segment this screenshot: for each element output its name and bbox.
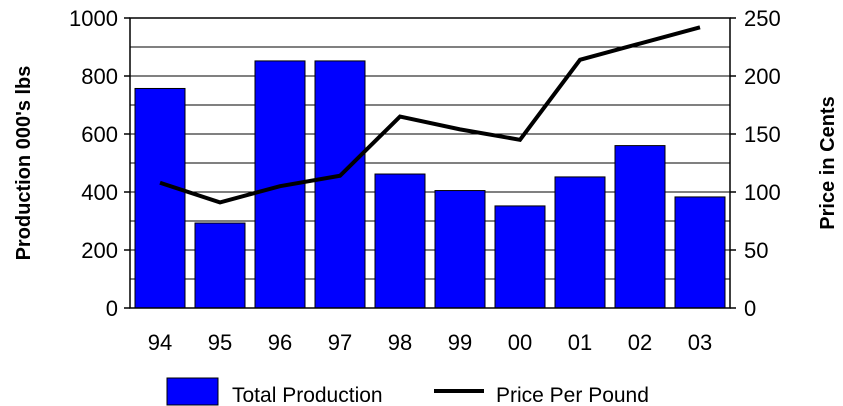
bar-98 (374, 173, 426, 309)
legend-swatch-total-production (166, 377, 219, 406)
y-tick-label: 200 (81, 238, 118, 263)
bar-02 (614, 145, 666, 309)
x-tick-label: 98 (388, 330, 412, 355)
y2-tick-label: 200 (744, 64, 781, 89)
bar-99 (434, 190, 486, 309)
x-tick-label: 00 (508, 330, 532, 355)
bar-94 (134, 87, 186, 309)
y-tick-label: 0 (106, 296, 118, 321)
plot-frame (129, 17, 731, 309)
x-tick-label: 01 (568, 330, 592, 355)
y-tick-label: 400 (81, 180, 118, 205)
bar-95 (194, 222, 246, 309)
bar-01 (554, 176, 606, 309)
legend-label-price-per-pound: Price Per Pound (496, 384, 649, 406)
y-tick-label: 1000 (69, 6, 118, 31)
bar-03 (674, 196, 726, 309)
legend: Total Production Price Per Pound (166, 377, 649, 406)
x-tick-label: 94 (148, 330, 172, 355)
x-tick-label: 99 (448, 330, 472, 355)
y-tick-label: 600 (81, 122, 118, 147)
x-tick-label: 03 (688, 330, 712, 355)
y2-tick-label: 50 (744, 238, 768, 263)
bars-layer (134, 60, 726, 309)
bar-00 (494, 205, 546, 309)
y-axis-title: Production 000's lbs (13, 66, 35, 261)
y2-tick-label: 0 (744, 296, 756, 321)
x-tick-label: 95 (208, 330, 232, 355)
legend-label-total-production: Total Production (232, 384, 383, 406)
line-layer (159, 25, 701, 205)
y2-axis-title: Price in Cents (817, 96, 839, 229)
y2-tick-label: 250 (744, 6, 781, 31)
bar-97 (314, 60, 366, 309)
y-tick-label: 800 (81, 64, 118, 89)
y2-tick-label: 150 (744, 122, 781, 147)
line-price-per-pound (159, 25, 701, 205)
y2-tick-label: 100 (744, 180, 781, 205)
x-tick-label: 96 (268, 330, 292, 355)
x-tick-label: 02 (628, 330, 652, 355)
x-tick-label: 97 (328, 330, 352, 355)
